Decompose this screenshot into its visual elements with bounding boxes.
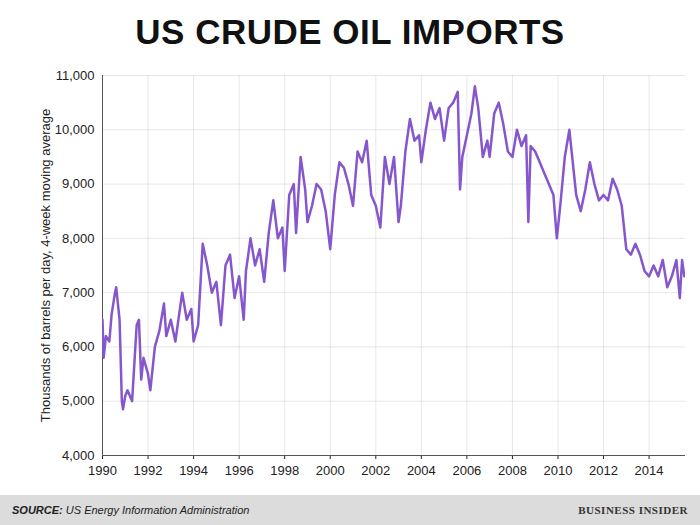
svg-text:4,000: 4,000 <box>62 448 95 463</box>
html-text:BUSINESS INSIDER: BUSINESS INSIDER <box>578 504 688 516</box>
svg-text:1992: 1992 <box>134 463 163 478</box>
svg-text:2004: 2004 <box>407 463 436 478</box>
svg-text:6,000: 6,000 <box>62 339 95 354</box>
svg-text:1998: 1998 <box>270 463 299 478</box>
svg-text:5,000: 5,000 <box>62 393 95 408</box>
svg-text:1990: 1990 <box>88 463 117 478</box>
svg-text:2008: 2008 <box>498 463 527 478</box>
svg-text:7,000: 7,000 <box>62 285 95 300</box>
html-text:SOURCE: US Energy Information: SOURCE: US Energy Information Administra… <box>12 504 250 516</box>
svg-text:1994: 1994 <box>179 463 208 478</box>
svg-text:8,000: 8,000 <box>62 231 95 246</box>
html-text:US CRUDE OIL IMPORTS: US CRUDE OIL IMPORTS <box>135 12 565 51</box>
svg-text:9,000: 9,000 <box>62 176 95 191</box>
svg-text:11,000: 11,000 <box>56 68 95 83</box>
svg-text:2014: 2014 <box>635 463 664 478</box>
svg-text:10,000: 10,000 <box>55 122 95 137</box>
svg-text:Thousands of barrels per day,: Thousands of barrels per day, 4-week mov… <box>38 109 53 422</box>
svg-text:2002: 2002 <box>361 463 390 478</box>
svg-text:2000: 2000 <box>316 463 345 478</box>
svg-text:1996: 1996 <box>225 463 254 478</box>
svg-text:2012: 2012 <box>589 463 618 478</box>
svg-text:2010: 2010 <box>544 463 573 478</box>
svg-text:2006: 2006 <box>452 463 481 478</box>
